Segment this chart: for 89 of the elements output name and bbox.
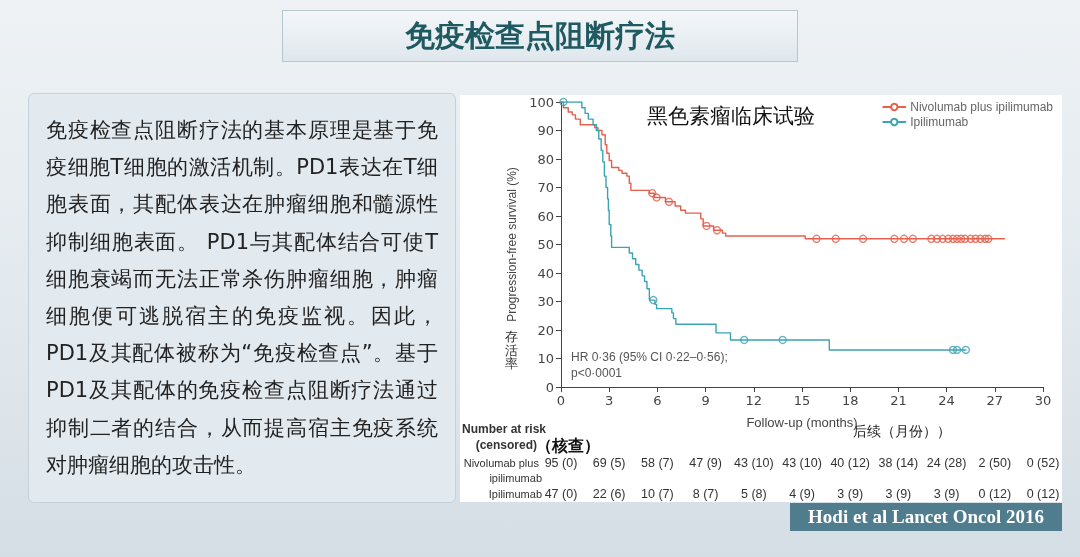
chart-subtitle: 黑色素瘤临床试验	[647, 103, 815, 128]
text: 4 (9)	[789, 487, 815, 501]
text: Nivolumab plus ipilimumab	[463, 457, 542, 484]
x-tick-label: 6	[653, 393, 662, 408]
x-tick-label: 18	[841, 393, 859, 408]
point	[649, 295, 658, 305]
text: 存活率	[504, 329, 518, 371]
point	[966, 234, 975, 243]
text: (censored)	[475, 438, 537, 452]
text: 8 (7)	[692, 487, 719, 501]
legend-label: Ipilimumab	[910, 115, 969, 129]
text: 0 (52)	[1026, 456, 1060, 470]
point	[652, 193, 661, 202]
point	[559, 97, 568, 107]
y-tick-label: 100	[529, 94, 554, 110]
text: 0 (12)	[1026, 487, 1060, 501]
point	[858, 234, 868, 243]
point	[960, 234, 970, 243]
point	[739, 335, 749, 345]
x-tick-label: 21	[890, 393, 907, 408]
point	[908, 234, 918, 243]
point	[961, 345, 971, 355]
text: 免疫检查点阻断疗法的基本原理是基于免疫细胞T细胞的激活机制。PD1表达在T细胞表面，其配体表达在肿瘤细胞和髓源性抑制细胞表面。 PD1与其配体结合可使T细胞衰竭而无法正常杀伤肿瘤细胞，肿瘤细胞便可逃脱宿主的免疫监视。因此，PD1及其配体被称为“免疫检查点”。基于PD1及其配体的免疫检查点阻断疗法通过抑制二者的结合，从而提高宿主免疫系统对肿瘤细胞的攻击性。	[46, 118, 438, 477]
text: 38 (14)	[878, 456, 919, 470]
text: 2 (50)	[978, 456, 1012, 470]
text: 43 (10)	[782, 456, 822, 470]
point	[938, 234, 947, 243]
legend-label: Nivolumab plus ipilimumab	[910, 100, 1054, 114]
text: 3 (9)	[837, 487, 864, 501]
text: 3 (9)	[933, 487, 960, 501]
text: Number at risk	[462, 422, 547, 436]
y-tick-label: 0	[545, 379, 554, 395]
point	[648, 189, 657, 198]
point	[948, 345, 958, 355]
point	[948, 234, 958, 243]
x-tick-label: 30	[1034, 393, 1052, 408]
chart-title: 免疫检查点阻断疗法	[405, 16, 675, 55]
text: 3 (9)	[885, 487, 912, 501]
text: 43 (10)	[734, 456, 774, 470]
text: 24 (28)	[926, 456, 967, 470]
point	[952, 234, 962, 243]
y-tick-label: 30	[537, 294, 554, 309]
x-tick-label: 9	[701, 393, 710, 408]
y-tick-label: 10	[537, 351, 554, 366]
point	[984, 234, 993, 243]
text: 22 (6)	[592, 487, 626, 501]
point	[976, 234, 985, 243]
point	[702, 221, 711, 231]
y-tick-label: 60	[537, 208, 554, 224]
text: （核查）	[536, 435, 600, 455]
y-tick-label: 50	[537, 237, 554, 252]
text: 95 (0)	[544, 456, 578, 470]
text: 0 (12)	[978, 487, 1012, 501]
point	[980, 234, 990, 243]
text: 58 (7)	[641, 456, 674, 470]
point	[956, 234, 966, 243]
y-axis-title: Progression-free survival (%)	[505, 167, 520, 322]
text: Hodi et al Lancet Oncol 2016	[790, 503, 1062, 531]
point	[927, 234, 936, 243]
x-tick-label: 24	[938, 393, 955, 408]
point	[971, 234, 980, 243]
point	[664, 197, 674, 206]
text: 47 (9)	[689, 456, 722, 470]
x-tick-label: 15	[793, 393, 811, 408]
point	[952, 345, 962, 355]
point	[944, 234, 953, 243]
text: 5 (8)	[740, 487, 767, 501]
y-tick-label: 90	[537, 123, 554, 138]
y-tick-label: 20	[537, 322, 554, 338]
text: Ipilimumab	[488, 488, 542, 500]
x-tick-label: 0	[556, 393, 566, 408]
point	[812, 234, 821, 243]
x-tick-label: 3	[605, 393, 614, 408]
point	[712, 226, 722, 235]
point	[778, 335, 787, 345]
x-tick-label: 27	[986, 393, 1004, 408]
y-tick-label: 40	[537, 265, 554, 281]
point	[899, 234, 909, 243]
text: 69 (5)	[592, 456, 626, 470]
x-tick-label: 12	[745, 393, 763, 408]
text: 40 (12)	[830, 456, 870, 470]
y-tick-label: 80	[537, 151, 554, 167]
point	[932, 234, 942, 243]
annotation: HR 0·36 (95% CI 0·22–0·56); p<0·0001	[571, 350, 728, 380]
point	[831, 234, 840, 243]
y-tick-label: 70	[537, 180, 554, 195]
text: 10 (7)	[641, 487, 674, 501]
text: 47 (0)	[544, 487, 578, 501]
point	[890, 234, 899, 243]
